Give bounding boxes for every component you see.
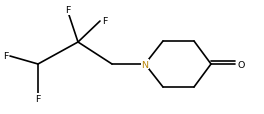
Text: N: N	[142, 60, 148, 69]
Text: F: F	[102, 17, 107, 26]
Text: F: F	[3, 52, 8, 61]
Text: F: F	[65, 6, 71, 15]
Text: F: F	[35, 94, 41, 103]
Text: O: O	[238, 60, 245, 69]
